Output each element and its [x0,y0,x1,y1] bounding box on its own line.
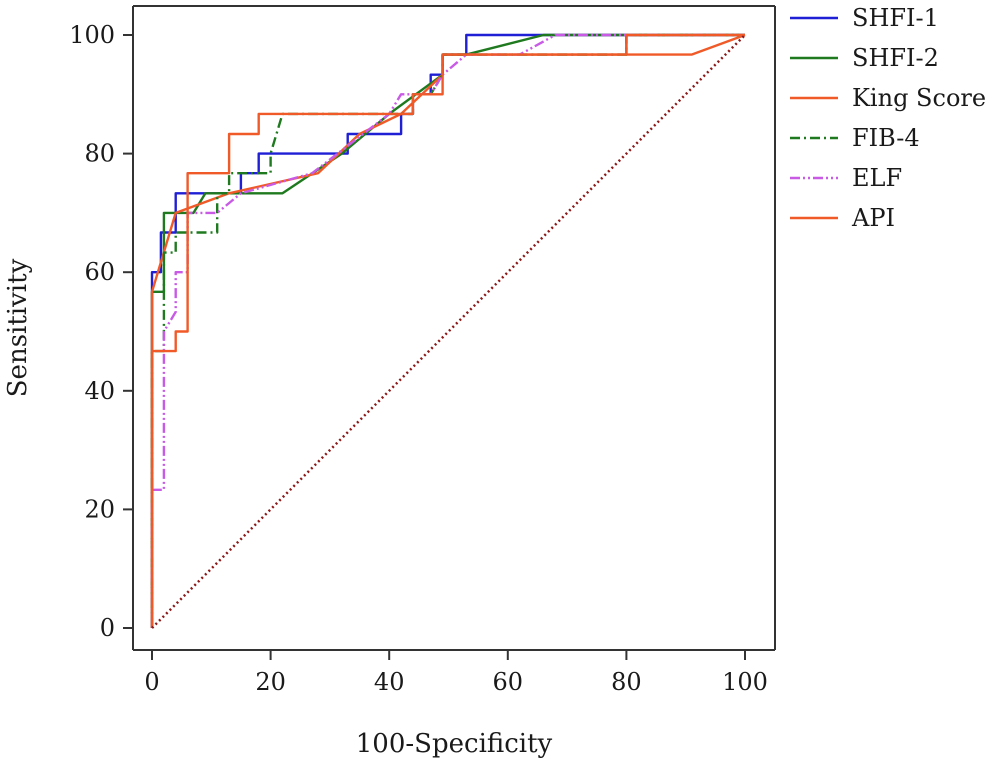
x-axis-title: 100-Specificity [356,729,553,759]
y-tick-label: 100 [69,21,115,49]
x-tick-label: 20 [255,668,286,696]
y-tick-label: 0 [100,614,115,642]
y-tick-label: 60 [84,258,115,286]
x-tick-label: 60 [493,668,524,696]
series-line-api [150,33,745,628]
legend: SHFI-1 SHFI-2 King Score FIB-4 ELF API [790,4,986,232]
series-lines [150,33,746,629]
x-tick-label: 0 [144,668,159,696]
legend-label-shfi-1: SHFI-1 [852,4,939,32]
x-tick-label: 80 [611,668,642,696]
y-tick-label: 20 [84,495,115,523]
y-axis-title: Sensitivity [3,258,33,397]
legend-label-king-score: King Score [852,84,986,112]
legend-label-fib-4: FIB-4 [852,124,920,152]
y-tick-label: 40 [84,377,115,405]
axes [132,5,776,651]
legend-label-api: API [851,204,895,232]
y-tick-label: 80 [84,140,115,168]
legend-label-elf: ELF [852,164,902,192]
series-line-elf [150,33,745,628]
x-tick-label: 100 [722,668,768,696]
x-tick-label: 40 [374,668,405,696]
legend-label-shfi-2: SHFI-2 [852,44,939,72]
ticks: 0 20 40 60 80 100 0 20 40 60 80 100 [69,21,768,696]
series-line-reference-diagonal [151,34,746,629]
